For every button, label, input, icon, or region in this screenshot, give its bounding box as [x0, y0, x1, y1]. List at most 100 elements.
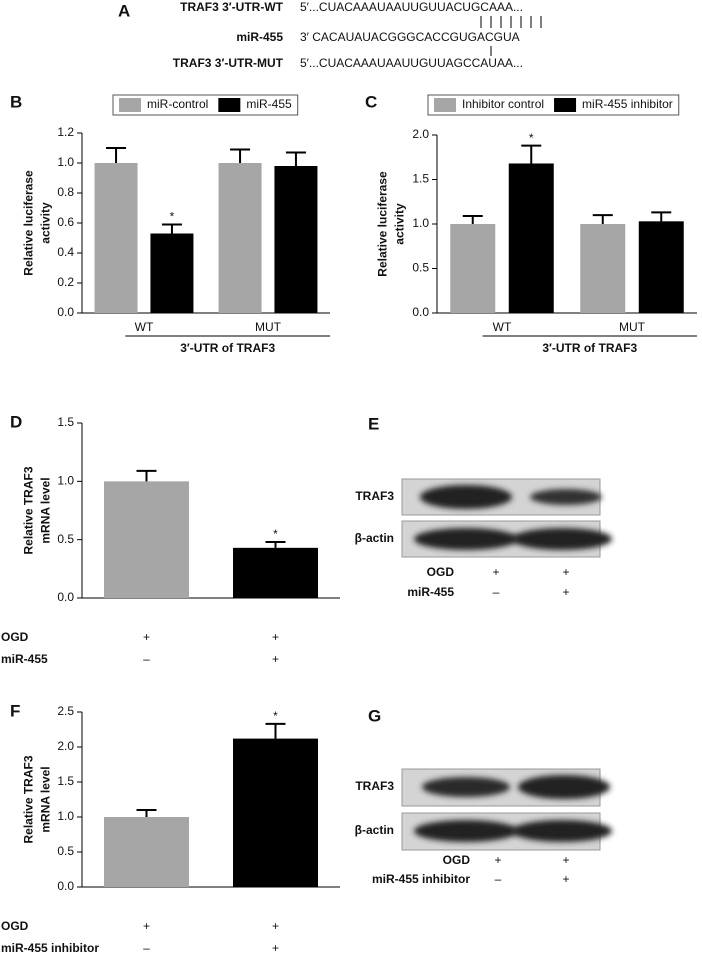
bar: [233, 738, 318, 887]
condition-mark: +: [272, 919, 279, 933]
band: [414, 820, 518, 842]
y-tick-label: 0.5: [57, 844, 74, 858]
condition-mark: +: [494, 853, 501, 867]
x-tick-label: WT: [493, 320, 512, 334]
bar: [218, 163, 262, 313]
legend-swatch: [554, 98, 577, 112]
legend: [112, 94, 299, 116]
error-bar: [651, 211, 672, 222]
error-bar: [462, 214, 483, 224]
error-bar: [136, 809, 157, 817]
bar: [580, 224, 626, 313]
y-tick-label: 0.6: [57, 215, 74, 229]
band: [422, 777, 510, 797]
base-pair-lines: [480, 16, 542, 56]
sequence: 5′...CUACAAAUAAUUGUUAGCCAUAA...: [300, 56, 523, 70]
condition-name: OGD: [443, 853, 471, 867]
legend-swatch: [119, 98, 141, 112]
panel-label: E: [368, 414, 379, 433]
bar: [233, 547, 318, 598]
bar: [94, 163, 138, 313]
condition-mark: +: [272, 652, 279, 666]
condition-mark: +: [562, 853, 569, 867]
bar: [638, 221, 684, 313]
panel-label: D: [10, 412, 22, 431]
y-axis-label: mRNA level: [39, 477, 53, 543]
panel-label: B: [10, 92, 22, 111]
condition-mark: –: [495, 872, 502, 886]
bar: [274, 166, 318, 313]
error-bar: [136, 469, 157, 482]
y-tick-label: 0.4: [57, 245, 74, 259]
condition-mark: +: [562, 872, 569, 886]
y-tick-label: 1.5: [57, 774, 74, 788]
x-tick-label: MUT: [255, 320, 282, 334]
error-bar: [265, 722, 286, 739]
legend-label: miR-control: [147, 97, 208, 111]
y-axis-label: activity: [39, 202, 53, 244]
condition-name: OGD: [427, 565, 455, 579]
error-bar: [230, 148, 251, 163]
condition-mark: +: [492, 565, 499, 579]
error-bar: [521, 144, 542, 164]
y-tick-label: 0.2: [57, 275, 74, 289]
y-axis-label: Relative TRAF3: [22, 466, 36, 554]
panel-label: A: [118, 1, 130, 20]
band: [512, 528, 612, 550]
blot-row-label: β-actin: [355, 823, 394, 837]
y-axis-label: mRNA level: [39, 766, 53, 832]
legend-swatch: [434, 98, 456, 112]
condition-mark: –: [493, 585, 500, 599]
band: [512, 820, 612, 842]
legend: [427, 94, 680, 116]
sequence-name: miR-455: [236, 30, 283, 44]
sequence: 3′ CACAUAUACGGGCACCGUGACGUA: [300, 30, 520, 44]
legend-label: Inhibitor control: [462, 97, 544, 111]
condition-name: miR-455: [407, 585, 454, 599]
bar: [508, 163, 554, 313]
legend-label: miR-455: [246, 97, 292, 111]
band: [414, 528, 518, 550]
x-tick-label: WT: [135, 320, 154, 334]
x-tick-label: MUT: [619, 320, 646, 334]
annotation: *: [170, 210, 175, 224]
y-tick-label: 2.0: [412, 127, 429, 141]
condition-name: OGD: [1, 919, 29, 933]
condition-mark: +: [143, 919, 150, 933]
y-tick-label: 1.0: [57, 155, 74, 169]
annotation: *: [273, 709, 278, 723]
y-tick-label: 2.0: [57, 739, 74, 753]
y-tick-label: 1.2: [57, 125, 74, 139]
condition-mark: +: [143, 630, 150, 644]
condition-mark: –: [143, 941, 150, 955]
bar: [104, 481, 189, 598]
y-tick-label: 1.5: [412, 172, 429, 186]
sequence: 5′...CUACAAAUAAUUGUUACUGCAAA...: [300, 0, 523, 14]
y-tick-label: 1.0: [412, 216, 429, 230]
y-tick-label: 0.8: [57, 185, 74, 199]
y-tick-label: 0.0: [412, 305, 429, 319]
error-bar: [161, 223, 182, 234]
condition-name: OGD: [1, 630, 29, 644]
panel-label: C: [365, 92, 377, 111]
y-tick-label: 2.5: [57, 704, 74, 718]
bar: [150, 233, 194, 313]
y-axis-label: activity: [393, 203, 407, 245]
condition-mark: +: [562, 565, 569, 579]
band: [420, 485, 512, 509]
y-tick-label: 0.5: [57, 532, 74, 546]
y-axis-label: Relative luciferase: [22, 170, 36, 276]
y-tick-label: 1.0: [57, 809, 74, 823]
error-bar: [285, 151, 306, 166]
condition-mark: –: [143, 652, 150, 666]
x-axis-label: 3′-UTR of TRAF3: [180, 341, 275, 355]
band: [530, 489, 602, 505]
condition-name: miR-455 inhibitor: [372, 872, 470, 886]
y-tick-label: 0.0: [57, 879, 74, 893]
panel-label: G: [368, 706, 381, 725]
blot-row-label: β-actin: [355, 531, 394, 545]
y-tick-label: 0.0: [57, 590, 74, 604]
condition-name: miR-455: [1, 652, 48, 666]
y-axis-label: Relative luciferase: [376, 171, 390, 277]
error-bar: [592, 214, 613, 224]
